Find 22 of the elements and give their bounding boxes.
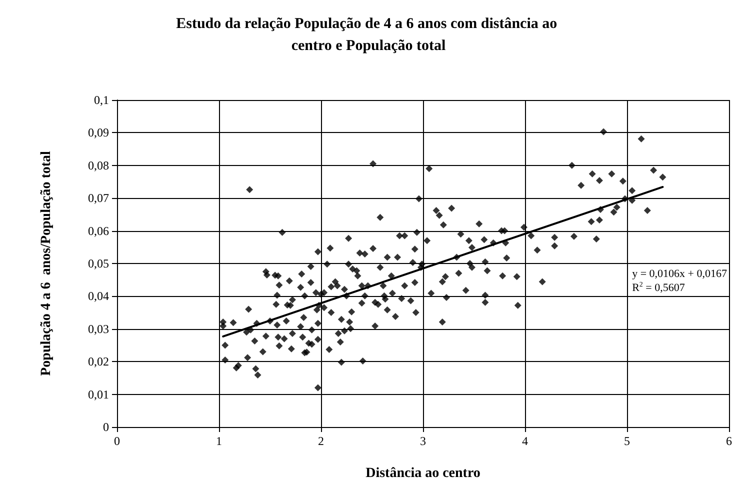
x-tick-label: 6: [726, 434, 732, 448]
y-tick-label: 0,1: [94, 93, 109, 107]
y-tick-label: 0,07: [88, 191, 109, 206]
x-tick-label: 3: [420, 434, 426, 448]
y-tick-label: 0,01: [88, 387, 109, 402]
chart-title: Estudo da relação População de 4 a 6 anos com distância ao centro e População total: [176, 16, 561, 54]
x-axis-title: Distância ao centro: [366, 466, 480, 481]
x-tick-label: 0: [114, 434, 120, 448]
y-tick-label: 0,04: [88, 289, 109, 304]
x-tick-label: 4: [522, 434, 528, 448]
y-tick-label: 0,02: [88, 354, 109, 369]
y-tick-label: 0,06: [88, 224, 109, 238]
y-tick-label: 0,08: [88, 158, 109, 172]
x-tick-label: 5: [624, 434, 630, 448]
annotation: y = 0,0106x + 0,0167: [632, 268, 728, 280]
x-tick-label: 1: [216, 434, 222, 448]
y-tick-label: 0: [103, 420, 109, 434]
y-tick-label: 0,03: [88, 322, 109, 336]
x-tick-label: 2: [318, 434, 324, 448]
y-tick-label: 0,09: [88, 126, 109, 140]
y-axis-title: População 4 a 6 anos/População total: [39, 150, 54, 376]
y-tick-label: 0,05: [88, 256, 109, 270]
